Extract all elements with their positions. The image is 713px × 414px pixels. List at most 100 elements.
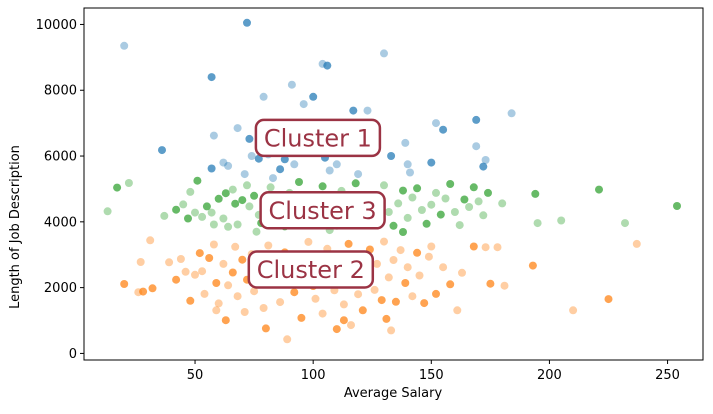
point-orange [389, 256, 398, 264]
point-orange [198, 267, 207, 276]
point-blue [247, 152, 256, 160]
x-axis-label: Average Salary [344, 386, 443, 401]
point-green [389, 221, 398, 230]
point-green [380, 181, 388, 190]
plot-frame [83, 7, 704, 361]
point-blue [507, 109, 516, 118]
point-orange [403, 263, 412, 272]
point-orange [439, 263, 448, 272]
point-orange [427, 242, 436, 251]
point-green [621, 219, 629, 228]
point-orange [415, 271, 424, 280]
point-green [408, 193, 417, 202]
point-green [252, 227, 261, 236]
point-green [351, 179, 360, 188]
x-tick-label: 100 [301, 368, 326, 383]
point-green [219, 214, 228, 223]
point-blue [299, 100, 308, 109]
point-orange [212, 306, 221, 315]
point-green [394, 199, 403, 208]
point-blue [259, 92, 268, 101]
point-green [446, 180, 455, 188]
point-blue [427, 158, 436, 167]
y-tick-label: 0 [69, 347, 77, 362]
point-orange [424, 252, 433, 261]
point-orange [339, 316, 348, 325]
x-tick-label: 250 [655, 368, 680, 383]
point-orange [228, 268, 237, 277]
point-orange [332, 325, 341, 334]
point-orange [420, 299, 429, 308]
point-orange [408, 292, 417, 301]
point-orange [344, 239, 353, 248]
x-tick-label: 200 [537, 368, 562, 383]
point-orange [136, 258, 145, 266]
point-orange [339, 300, 348, 309]
point-orange [195, 249, 204, 258]
y-axis-label: Length of Job Description [8, 145, 23, 309]
point-orange [604, 295, 613, 304]
point-green [124, 179, 133, 187]
point-orange [224, 281, 233, 290]
point-green [160, 211, 169, 220]
point-orange [165, 258, 174, 267]
point-orange [264, 241, 273, 250]
point-green [186, 187, 195, 196]
point-orange [172, 275, 181, 284]
point-green [474, 197, 483, 206]
point-green [460, 195, 469, 204]
point-green [498, 199, 507, 208]
point-orange [391, 297, 400, 306]
point-blue [233, 124, 242, 133]
point-green [403, 213, 412, 222]
point-orange [469, 242, 478, 251]
point-orange [209, 240, 218, 249]
point-orange [347, 321, 355, 330]
point-orange [261, 324, 270, 333]
point-blue [332, 160, 341, 169]
point-orange [297, 313, 306, 322]
point-orange [318, 309, 327, 318]
y-tick-label: 8000 [44, 84, 77, 99]
point-orange [384, 273, 393, 282]
point-orange [458, 268, 466, 277]
points-layer [103, 18, 681, 344]
point-orange [221, 316, 230, 325]
point-blue [349, 106, 358, 115]
point-green [673, 202, 681, 210]
point-green [422, 219, 431, 228]
point-green [469, 183, 478, 192]
cluster-annotation-label: Cluster 1 [264, 124, 372, 152]
point-green [436, 210, 445, 219]
point-orange [146, 236, 155, 245]
point-green [399, 228, 407, 236]
point-green [479, 211, 488, 220]
point-orange [486, 279, 495, 288]
y-tick-label: 10000 [36, 18, 77, 33]
point-green [207, 208, 216, 217]
point-blue [207, 164, 216, 173]
point-orange [481, 243, 490, 252]
point-orange [500, 281, 509, 290]
point-green [455, 221, 464, 230]
point-orange [139, 287, 148, 296]
point-green [413, 184, 422, 193]
cluster-annotation-3: Cluster 2 [247, 250, 375, 289]
point-green [399, 186, 407, 195]
point-orange [387, 326, 396, 335]
point-green [243, 181, 251, 190]
point-blue [479, 162, 488, 171]
point-orange [632, 239, 641, 248]
point-blue [120, 41, 129, 50]
point-orange [200, 289, 209, 298]
point-orange [311, 294, 320, 303]
point-green [184, 214, 192, 223]
point-orange [231, 242, 240, 251]
point-green [533, 219, 542, 228]
point-blue [243, 18, 251, 27]
point-green [427, 200, 436, 209]
point-green [557, 216, 566, 225]
point-green [172, 205, 181, 214]
